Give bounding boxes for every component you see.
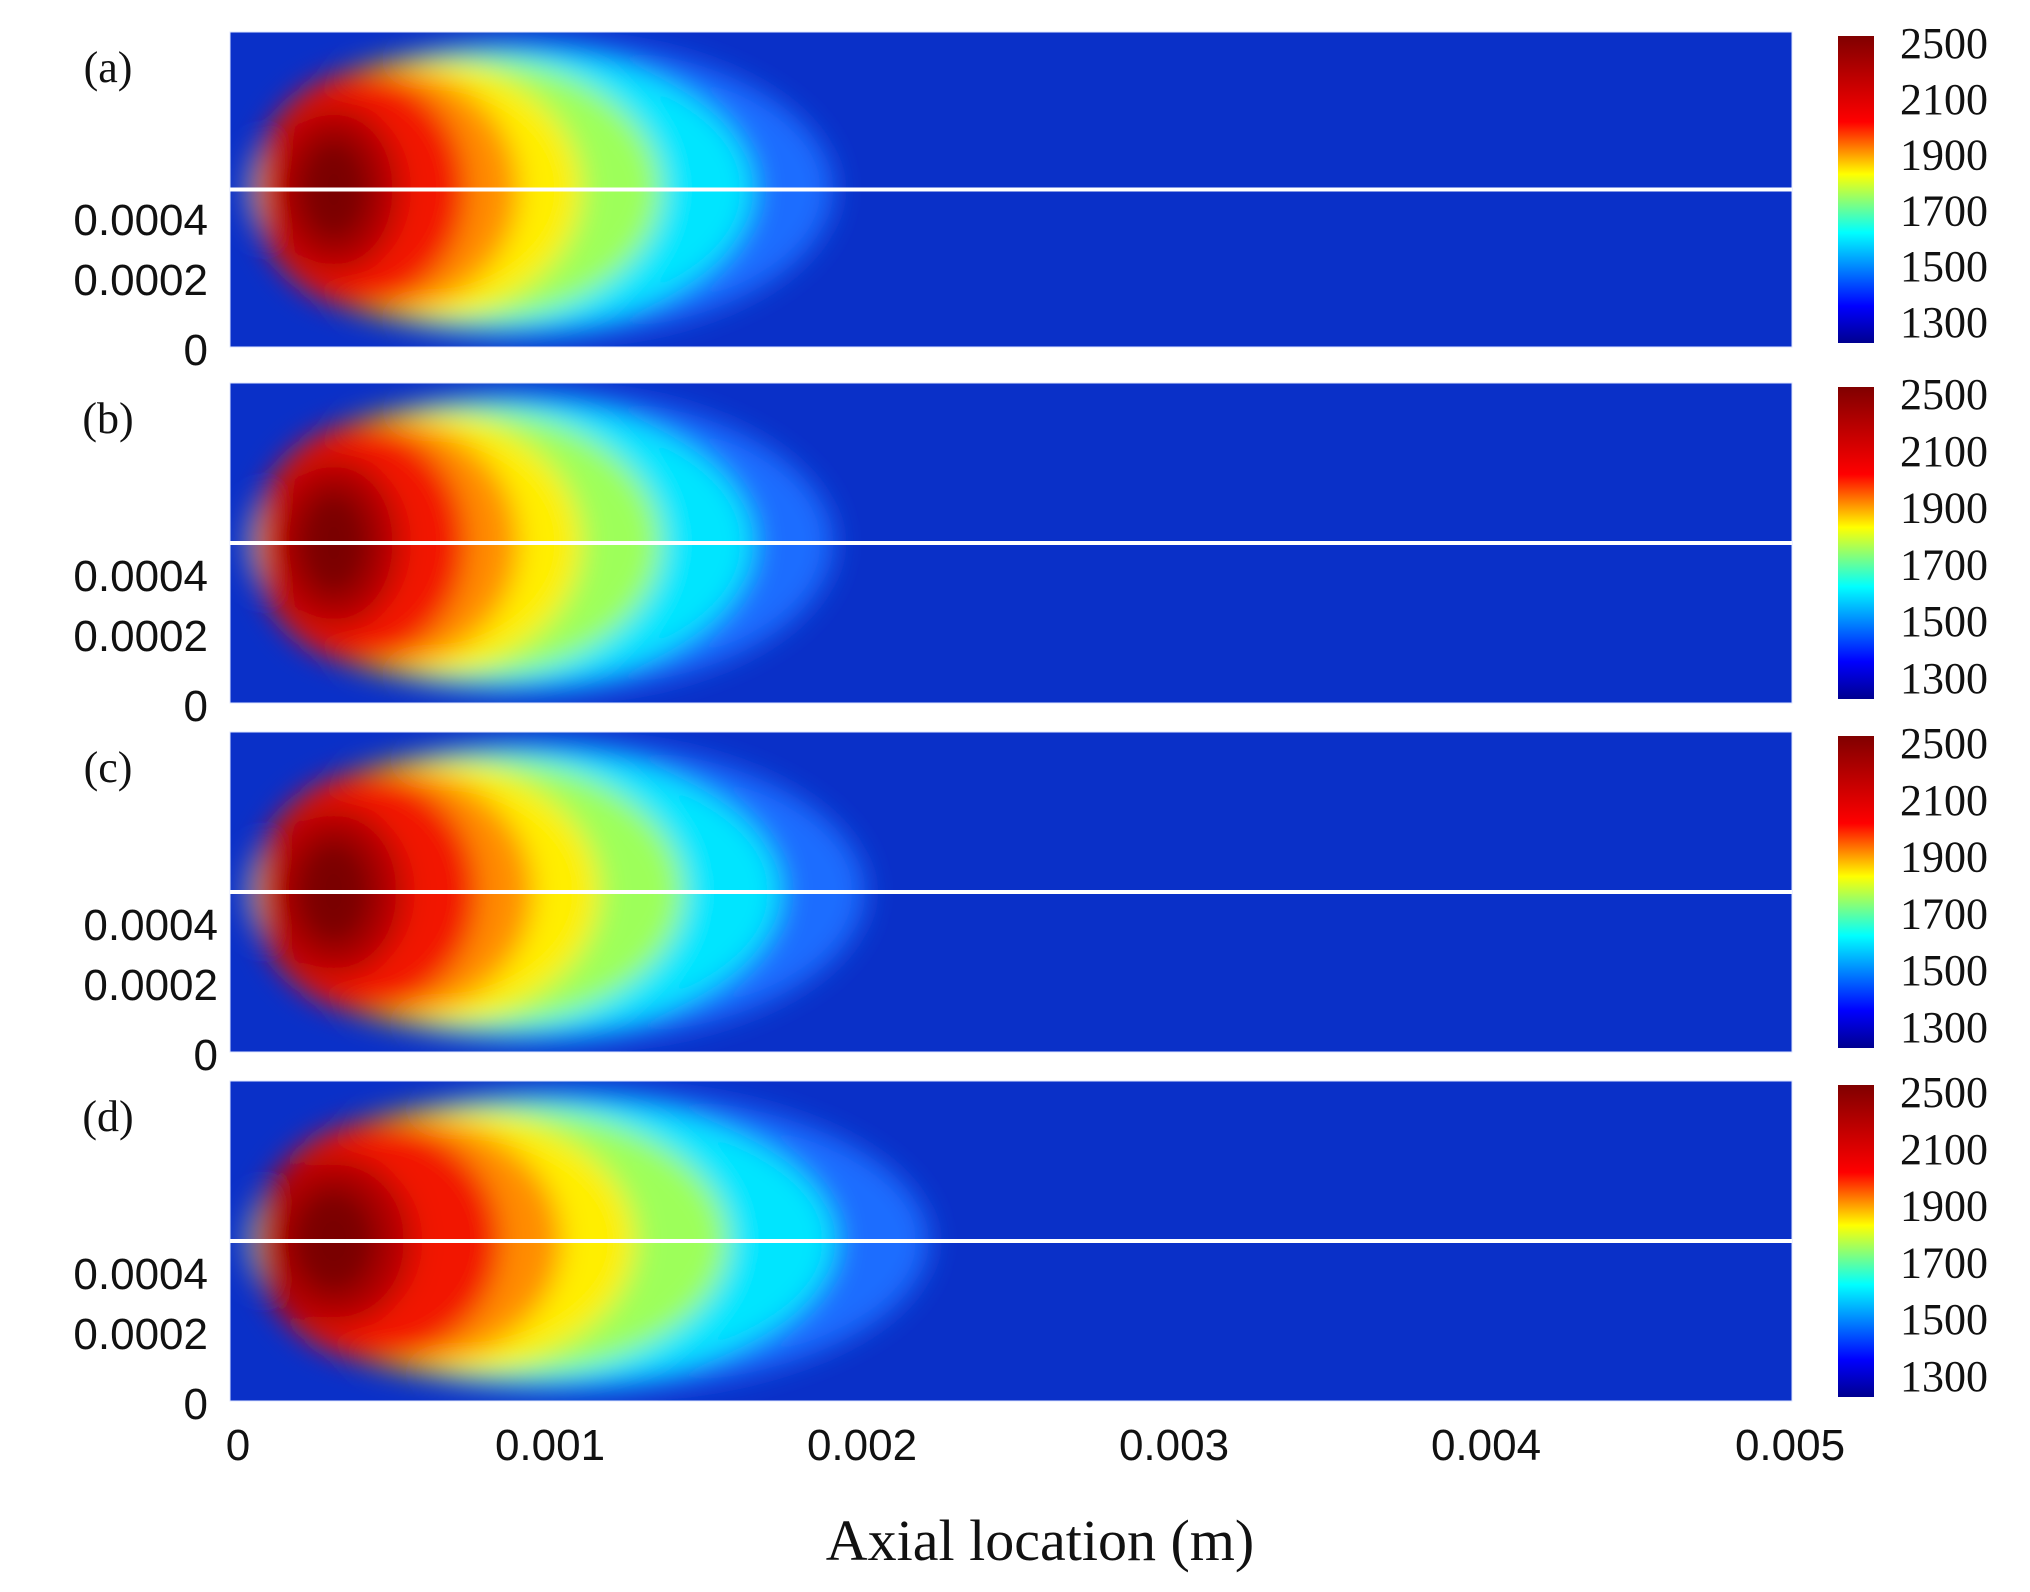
x-tick-label: 0.005 [1735,1421,1845,1470]
colorbar-tick-label: 2500 [1900,370,1988,419]
y-tick-label: 0 [184,1380,208,1429]
y-tick-label: 0 [194,1031,218,1080]
colorbar-tick-label: 1300 [1900,654,1988,703]
colorbar-tick-label: 1700 [1900,540,1988,589]
colorbar-tick-label: 1700 [1900,186,1988,235]
x-axis-label: Axial location (m) [826,1508,1254,1573]
colorbar-tick-label: 1900 [1900,484,1988,533]
colorbar-tick-label: 1900 [1900,131,1988,180]
colorbar: 1300 1500 1700 1900 2100 2500 [1838,719,1988,1052]
colorbar-gradient [1838,387,1874,699]
y-tick-label: 0.0002 [83,961,218,1010]
colorbar-tick-label: 1900 [1900,1182,1988,1231]
x-axis: 0 0.001 0.002 0.003 0.004 0.005 Axial lo… [226,1421,1845,1573]
x-tick-label: 0.004 [1431,1421,1541,1470]
panel-label: (c) [84,743,133,792]
colorbar-tick-label: 2500 [1900,719,1988,768]
y-tick-label: 0.0004 [73,552,208,601]
panels: (a) 0 0.0002 0.0004 (b) 0 0.0002 0.0004 (c) 0 0.00… [73,31,1793,1429]
y-tick-label: 0.0004 [73,1250,208,1299]
y-tick-label: 0.0004 [83,901,218,950]
x-tick-label: 0.003 [1119,1421,1229,1470]
y-tick-label: 0 [184,682,208,731]
colorbar-tick-label: 1300 [1900,1003,1988,1052]
colorbar: 1300 1500 1700 1900 2100 2500 [1838,19,1988,347]
y-tick-label: 0.0002 [73,1310,208,1359]
colorbar-tick-label: 1500 [1900,597,1988,646]
x-tick-label: 0.001 [495,1421,605,1470]
colorbar-gradient [1838,36,1874,343]
colorbar-tick-label: 1500 [1900,1295,1988,1344]
colorbar-tick-label: 2500 [1900,1068,1988,1117]
colorbar-tick-label: 1900 [1900,833,1988,882]
colorbar-tick-label: 1700 [1900,889,1988,938]
heatmap-panel: (b) 0 0.0002 0.0004 [73,382,1793,731]
heatmap-panel: (d) 0 0.0002 0.0004 [73,1080,1793,1429]
heatmap-panel: (a) 0 0.0002 0.0004 [73,31,1793,375]
colorbar-tick-label: 2100 [1900,1125,1988,1174]
colorbar-tick-label: 2500 [1900,19,1988,68]
colorbar-tick-label: 2100 [1900,75,1988,124]
colorbar-gradient [1838,1085,1874,1397]
colorbar-tick-label: 1300 [1900,298,1988,347]
panel-label: (d) [82,1092,133,1141]
y-tick-label: 0.0002 [73,256,208,305]
y-tick-label: 0.0002 [73,612,208,661]
colorbar-tick-label: 2100 [1900,427,1988,476]
y-tick-label: 0.0004 [73,196,208,245]
colorbars: 1300 1500 1700 1900 2100 2500 1300 1500 1700 1900… [1838,19,1988,1401]
y-tick-label: 0 [184,326,208,375]
colorbar-tick-label: 1300 [1900,1352,1988,1401]
colorbar-gradient [1838,736,1874,1048]
heatmap-panel: (c) 0 0.0002 0.0004 [83,731,1793,1080]
colorbar-tick-label: 2100 [1900,776,1988,825]
colorbar-tick-label: 1500 [1900,242,1988,291]
x-tick-label: 0 [226,1421,250,1470]
colorbar-tick-label: 1500 [1900,946,1988,995]
colorbar: 1300 1500 1700 1900 2100 2500 [1838,370,1988,703]
x-tick-label: 0.002 [807,1421,917,1470]
colorbar-tick-label: 1700 [1900,1238,1988,1287]
panel-label: (b) [82,394,133,443]
panel-label: (a) [84,43,133,92]
colorbar: 1300 1500 1700 1900 2100 2500 [1838,1068,1988,1401]
